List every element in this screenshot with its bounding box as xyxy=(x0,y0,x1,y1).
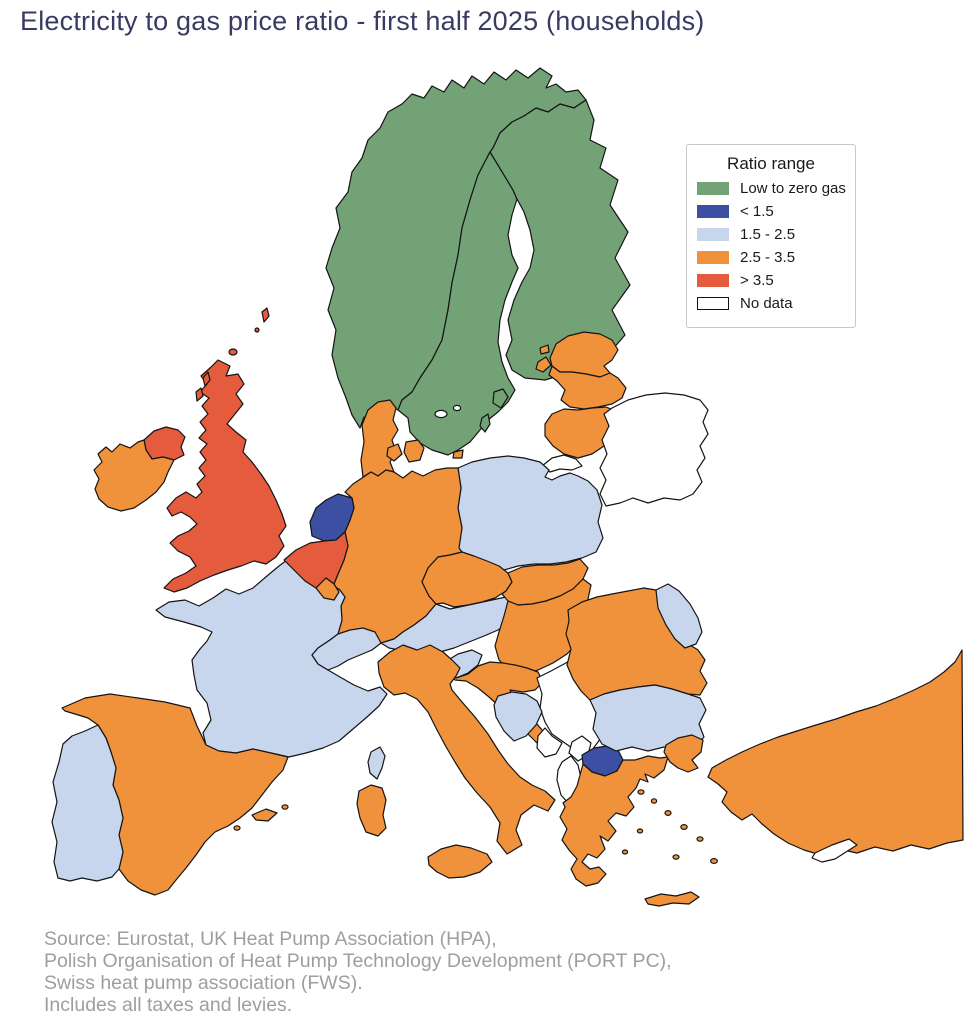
country-poland xyxy=(457,455,604,575)
legend-label: 2.5 - 3.5 xyxy=(740,249,796,266)
island-hebrides-south xyxy=(195,387,204,402)
aegean-island xyxy=(680,823,688,830)
legend-label: 1.5 - 2.5 xyxy=(740,226,796,243)
aegean-island xyxy=(672,854,680,860)
legend-label: No data xyxy=(740,295,793,312)
country-switzerland xyxy=(311,627,382,671)
country-montenegro xyxy=(536,727,563,758)
legend-item: 1.5 - 2.5 xyxy=(697,226,845,243)
island-gotland xyxy=(492,388,509,409)
legend-item: < 1.5 xyxy=(697,203,845,220)
legend-label: > 3.5 xyxy=(740,272,774,289)
aegean-island xyxy=(709,857,718,864)
source-line: Polish Organisation of Heat Pump Technol… xyxy=(44,950,672,972)
aegean-island xyxy=(696,836,704,842)
country-romania xyxy=(565,587,708,701)
country-luxembourg xyxy=(315,577,340,601)
island-saaremaa xyxy=(535,356,552,373)
island-funen xyxy=(386,443,403,462)
island-sardinia xyxy=(356,784,387,837)
country-great-britain xyxy=(163,359,287,593)
country-latvia xyxy=(548,365,627,410)
legend-label: Low to zero gas xyxy=(740,180,846,197)
country-czechia xyxy=(421,551,513,608)
legend-item: Low to zero gas xyxy=(697,180,846,197)
island-mallorca xyxy=(251,808,278,822)
island-bornholm xyxy=(452,449,464,459)
page-title: Electricity to gas price ratio - first h… xyxy=(20,6,705,36)
legend-item: 2.5 - 3.5 xyxy=(697,249,845,266)
source-line: Swiss heat pump association (FWS). xyxy=(44,972,363,994)
aegean-island xyxy=(636,828,644,834)
country-cyprus xyxy=(811,838,858,863)
island-sicily xyxy=(427,844,493,879)
legend-swatch-no-data xyxy=(697,297,729,310)
country-portugal xyxy=(51,724,124,882)
island-crete xyxy=(644,891,700,907)
lake-vanern xyxy=(434,409,448,419)
legend: Ratio range Low to zero gas < 1.5 1.5 - … xyxy=(686,144,856,328)
legend-label: < 1.5 xyxy=(740,203,774,220)
island-shetland xyxy=(261,307,270,323)
legend-item: > 3.5 xyxy=(697,272,845,289)
aegean-island xyxy=(637,789,645,795)
country-italy xyxy=(377,644,556,855)
country-belarus xyxy=(599,392,709,507)
country-kaliningrad xyxy=(541,454,583,473)
country-ireland xyxy=(93,439,175,512)
source-line: Includes all taxes and levies. xyxy=(44,994,293,1016)
legend-title: Ratio range xyxy=(727,154,815,173)
island-zealand xyxy=(403,439,425,463)
country-greece xyxy=(559,755,669,887)
country-moldova xyxy=(655,583,703,649)
island-corsica xyxy=(367,746,386,780)
island-hiiumaa xyxy=(539,344,550,355)
aegean-island xyxy=(621,849,629,855)
legend-swatch-1-5-2-5 xyxy=(697,228,729,241)
country-turkey-anatolia xyxy=(707,649,964,856)
island-menorca xyxy=(281,804,289,810)
island-shetland-south xyxy=(254,327,260,333)
country-bulgaria xyxy=(589,684,707,752)
source-note: Source: Eurostat, UK Heat Pump Associati… xyxy=(44,928,672,1016)
country-belgium xyxy=(283,531,349,589)
legend-swatch-2-5-3-5 xyxy=(697,251,729,264)
legend-swatch-lt-1-5 xyxy=(697,205,729,218)
source-line: Source: Eurostat, UK Heat Pump Associati… xyxy=(44,928,497,950)
aegean-island xyxy=(664,809,672,816)
aegean-island xyxy=(650,798,658,804)
country-northern-ireland xyxy=(143,426,186,461)
legend-swatch-low-to-zero-gas xyxy=(697,182,729,195)
island-oland xyxy=(479,413,491,433)
lake-vattern xyxy=(452,404,462,412)
country-turkey-thrace xyxy=(663,734,704,773)
island-hebrides xyxy=(202,371,211,387)
legend-item: No data xyxy=(697,295,845,312)
island-orkney xyxy=(228,348,238,356)
legend-swatch-gt-3-5 xyxy=(697,274,729,287)
country-bosnia xyxy=(493,691,543,742)
country-finland xyxy=(489,99,631,381)
island-ibiza xyxy=(233,825,241,831)
